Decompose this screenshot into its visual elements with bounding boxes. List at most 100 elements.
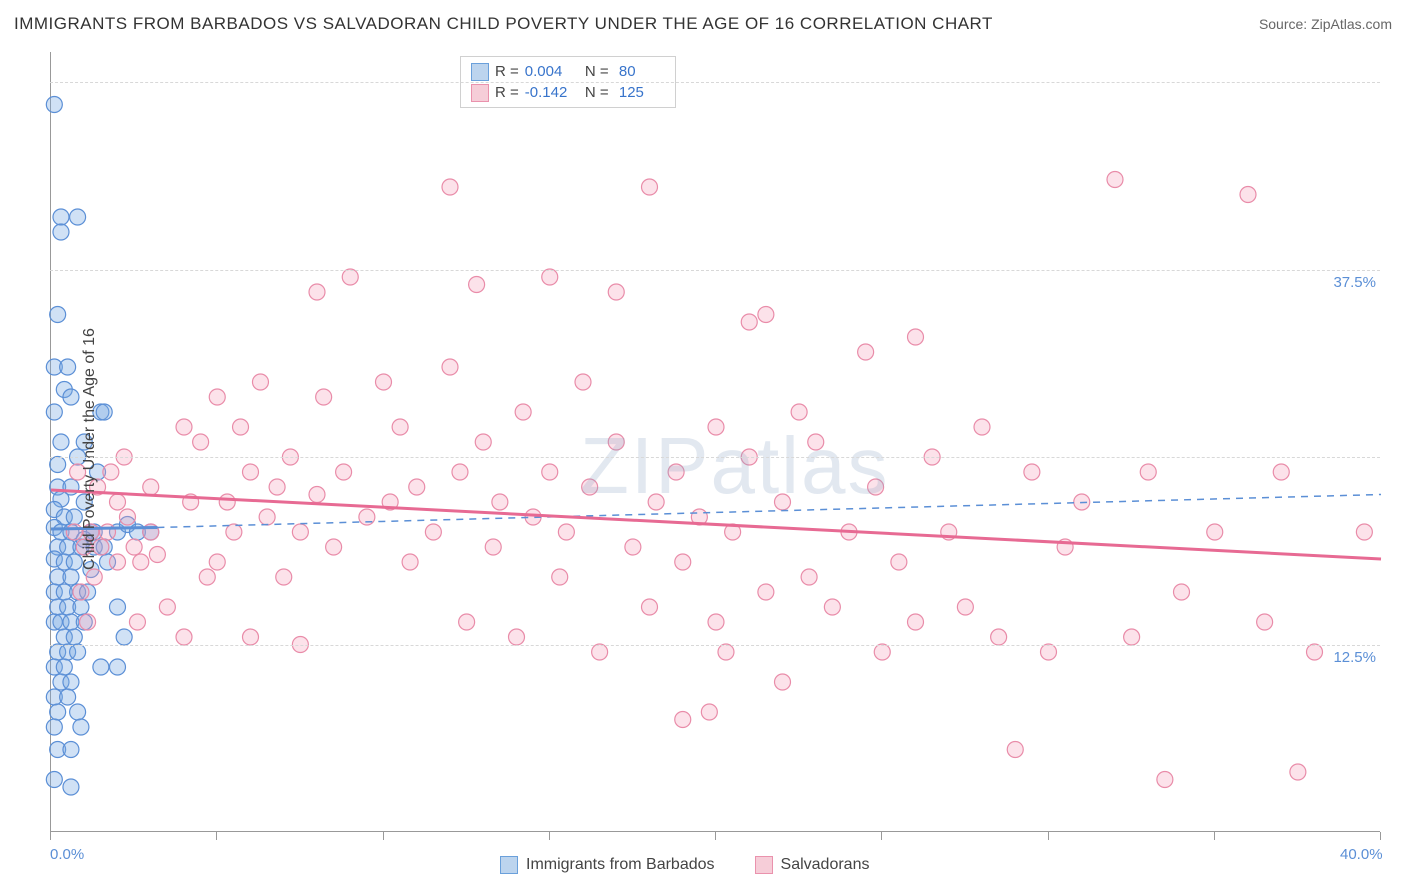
data-point-salvadorans	[1107, 172, 1123, 188]
data-point-barbados	[73, 719, 89, 735]
data-point-salvadorans	[708, 614, 724, 630]
y-axis-label: Child Poverty Under the Age of 16	[81, 299, 99, 599]
trend-line-barbados	[51, 528, 157, 530]
data-point-salvadorans	[149, 547, 165, 563]
legend-r-label: R =	[495, 82, 519, 103]
data-point-salvadorans	[542, 464, 558, 480]
data-point-salvadorans	[608, 284, 624, 300]
bottom-legend-label: Salvadorans	[781, 856, 870, 874]
data-point-salvadorans	[1356, 524, 1372, 540]
data-point-salvadorans	[100, 524, 116, 540]
data-point-salvadorans	[133, 554, 149, 570]
bottom-legend-swatch	[500, 856, 518, 874]
data-point-salvadorans	[103, 464, 119, 480]
legend-r-value: 0.004	[525, 61, 575, 82]
data-point-salvadorans	[592, 644, 608, 660]
data-point-salvadorans	[1273, 464, 1289, 480]
data-point-barbados	[63, 389, 79, 405]
bottom-legend-item: Salvadorans	[755, 856, 870, 874]
x-tick-mark	[216, 832, 217, 840]
data-point-salvadorans	[425, 524, 441, 540]
data-point-salvadorans	[801, 569, 817, 585]
data-point-salvadorans	[718, 644, 734, 660]
data-point-salvadorans	[1257, 614, 1273, 630]
data-point-salvadorans	[342, 269, 358, 285]
data-point-salvadorans	[252, 374, 268, 390]
data-point-salvadorans	[824, 599, 840, 615]
data-point-salvadorans	[1174, 584, 1190, 600]
x-tick-mark	[881, 832, 882, 840]
data-point-barbados	[70, 644, 86, 660]
bottom-legend-label: Immigrants from Barbados	[526, 856, 715, 874]
data-point-salvadorans	[509, 629, 525, 645]
data-point-salvadorans	[459, 614, 475, 630]
x-tick-mark	[383, 832, 384, 840]
data-point-salvadorans	[110, 494, 126, 510]
data-point-salvadorans	[642, 179, 658, 195]
data-point-barbados	[70, 209, 86, 225]
data-point-salvadorans	[409, 479, 425, 495]
data-point-barbados	[93, 659, 109, 675]
data-point-salvadorans	[326, 539, 342, 555]
data-point-barbados	[53, 434, 69, 450]
data-point-salvadorans	[642, 599, 658, 615]
data-point-barbados	[63, 742, 79, 758]
data-point-salvadorans	[675, 554, 691, 570]
x-tick-mark	[715, 832, 716, 840]
gridline	[50, 82, 1380, 83]
data-point-salvadorans	[542, 269, 558, 285]
data-point-salvadorans	[485, 539, 501, 555]
data-point-salvadorans	[475, 434, 491, 450]
data-point-salvadorans	[701, 704, 717, 720]
scatter-plot-svg	[51, 52, 1381, 832]
data-point-salvadorans	[582, 479, 598, 495]
data-point-salvadorans	[259, 509, 275, 525]
data-point-salvadorans	[708, 419, 724, 435]
data-point-salvadorans	[908, 614, 924, 630]
trend-extension-barbados	[157, 495, 1381, 528]
data-point-barbados	[53, 224, 69, 240]
data-point-salvadorans	[276, 569, 292, 585]
data-point-barbados	[116, 629, 132, 645]
data-point-salvadorans	[974, 419, 990, 435]
data-point-salvadorans	[1140, 464, 1156, 480]
data-point-salvadorans	[492, 494, 508, 510]
data-point-salvadorans	[575, 374, 591, 390]
legend-n-value: 80	[615, 61, 665, 82]
legend-n-label: N =	[581, 82, 609, 103]
data-point-barbados	[46, 97, 62, 113]
data-point-salvadorans	[758, 307, 774, 323]
data-point-barbados	[46, 404, 62, 420]
data-point-salvadorans	[1207, 524, 1223, 540]
legend-r-label: R =	[495, 61, 519, 82]
data-point-salvadorans	[176, 419, 192, 435]
data-point-salvadorans	[309, 487, 325, 503]
data-point-barbados	[66, 509, 82, 525]
data-point-salvadorans	[233, 419, 249, 435]
chart-plot-area	[50, 52, 1380, 832]
data-point-salvadorans	[199, 569, 215, 585]
data-point-salvadorans	[316, 389, 332, 405]
data-point-salvadorans	[143, 479, 159, 495]
data-point-salvadorans	[392, 419, 408, 435]
data-point-salvadorans	[891, 554, 907, 570]
data-point-salvadorans	[758, 584, 774, 600]
data-point-salvadorans	[176, 629, 192, 645]
data-point-salvadorans	[126, 539, 142, 555]
y-tick-label: 37.5%	[1320, 274, 1376, 291]
data-point-salvadorans	[209, 554, 225, 570]
data-point-salvadorans	[741, 314, 757, 330]
data-point-salvadorans	[991, 629, 1007, 645]
x-tick-mark	[50, 832, 51, 840]
x-tick-label: 40.0%	[1340, 846, 1383, 863]
data-point-salvadorans	[1157, 772, 1173, 788]
data-point-barbados	[56, 659, 72, 675]
data-point-salvadorans	[336, 464, 352, 480]
data-point-salvadorans	[442, 359, 458, 375]
data-point-salvadorans	[129, 614, 145, 630]
data-point-salvadorans	[775, 494, 791, 510]
data-point-barbados	[50, 457, 66, 473]
bottom-legend-item: Immigrants from Barbados	[500, 856, 715, 874]
data-point-salvadorans	[1240, 187, 1256, 203]
data-point-barbados	[50, 307, 66, 323]
